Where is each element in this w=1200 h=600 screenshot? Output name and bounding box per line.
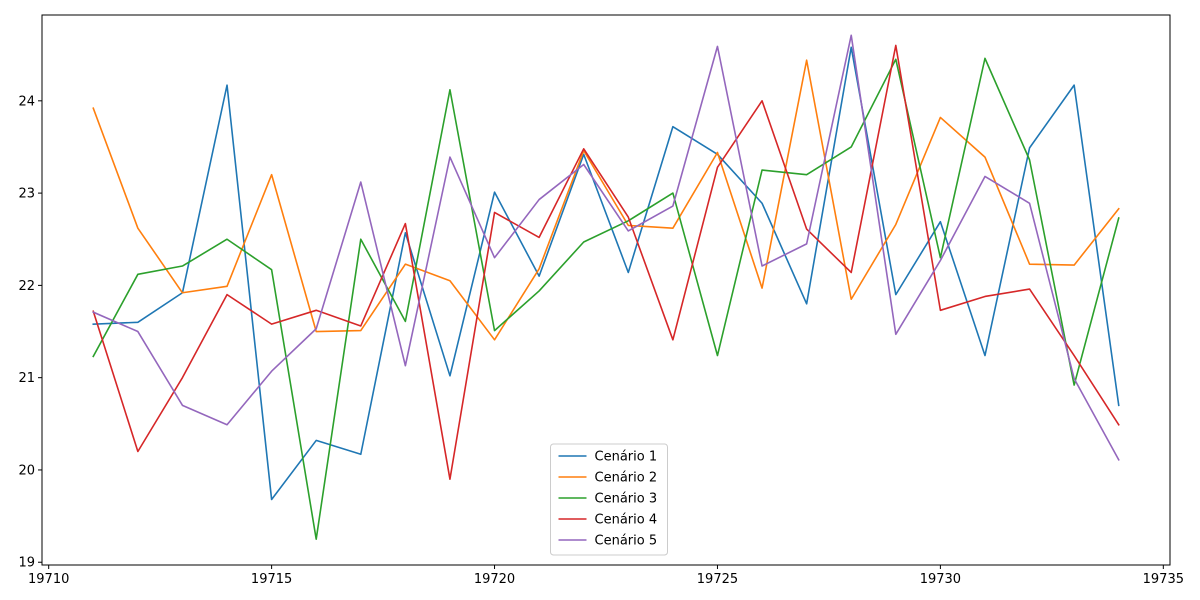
y-tick-label: 20	[18, 463, 35, 478]
series-layer	[92, 34, 1120, 540]
series-line-4	[92, 44, 1120, 480]
axes-layer: 19710 19715 19720 19725 19730 19735 19 20 21 22 23…	[18, 14, 1184, 587]
y-tick-label: 21	[18, 371, 35, 386]
plot-frame	[41, 14, 1171, 566]
y-tick-label: 24	[18, 94, 35, 109]
legend-label-5: Cenário 5	[595, 534, 658, 549]
x-tick-label: 19710	[28, 572, 69, 587]
series-line-5	[92, 34, 1120, 461]
series-line-2	[92, 59, 1120, 341]
y-tick-label: 19	[18, 556, 35, 571]
legend-box	[550, 443, 668, 556]
legend-label-4: Cenário 4	[595, 513, 658, 528]
legend-label-2: Cenário 2	[595, 471, 658, 486]
x-tick-label: 19720	[474, 572, 515, 587]
x-tick-label: 19730	[920, 572, 961, 587]
x-tick-label: 19715	[251, 572, 292, 587]
y-tick-label: 22	[18, 279, 35, 294]
legend-label-1: Cenário 1	[595, 450, 658, 465]
x-tick-label: 19725	[697, 572, 738, 587]
y-tick-label: 23	[18, 187, 35, 202]
series-line-3	[92, 57, 1120, 540]
x-tick-label: 19735	[1143, 572, 1184, 587]
series-line-1	[92, 46, 1120, 501]
legend-label-3: Cenário 3	[595, 492, 658, 507]
legend: Cenário 1 Cenário 2 Cenário 3 Cenário 4 Cená…	[550, 443, 668, 556]
